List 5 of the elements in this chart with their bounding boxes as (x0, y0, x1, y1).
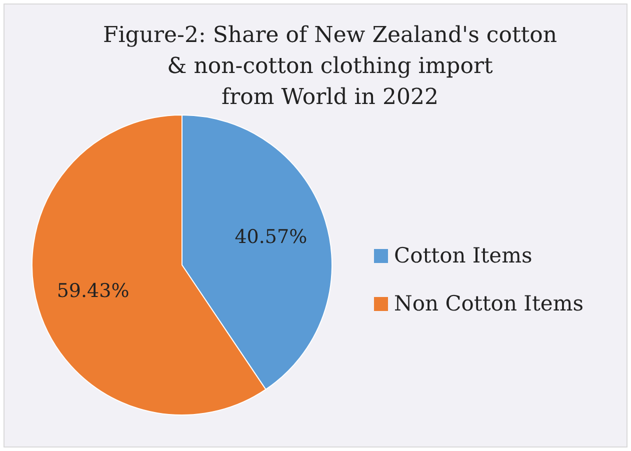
legend-label: Cotton Items (394, 243, 532, 268)
data-label: 59.43% (56, 280, 130, 302)
legend-label: Non Cotton Items (394, 291, 584, 316)
data-label: 40.57% (234, 226, 308, 248)
chart-title: Figure-2: Share of New Zealand's cotton & non-cotton clothing import from World in 2022 (102, 23, 558, 110)
